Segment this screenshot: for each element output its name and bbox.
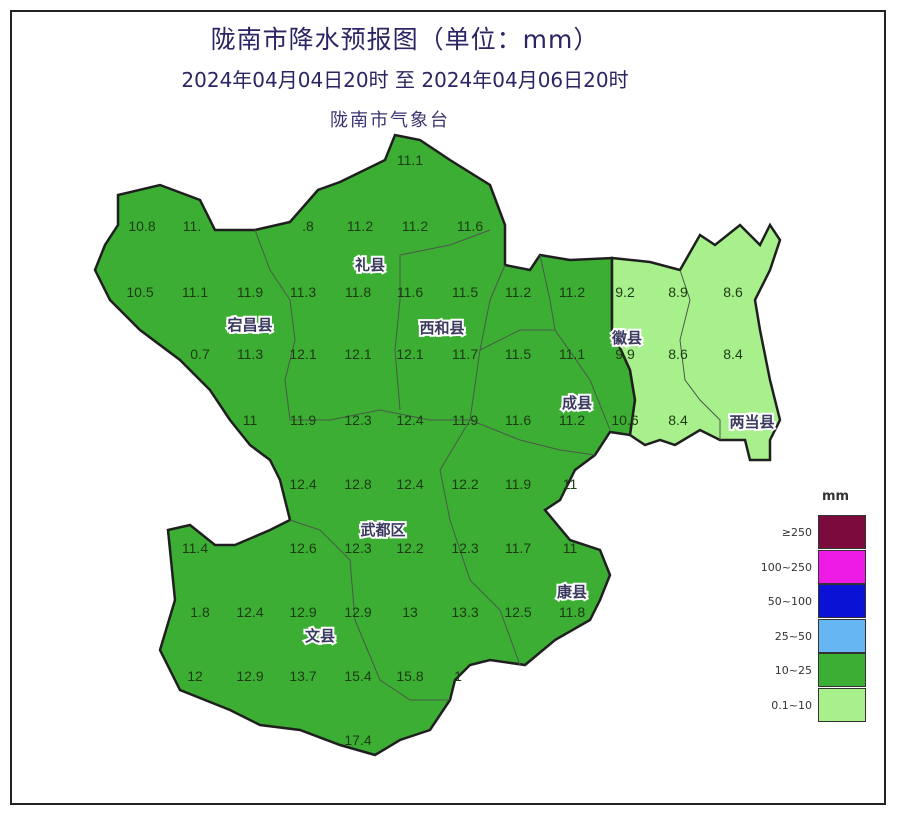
grid-value: 11.2 xyxy=(402,218,428,234)
grid-value: 8.6 xyxy=(723,284,743,300)
grid-value: 12.6 xyxy=(289,540,316,556)
grid-value: 12.5 xyxy=(504,604,531,620)
forecast-period: 2024年04月04日20时 至 2024年04月06日20时 xyxy=(181,68,629,92)
grid-value: 10.6 xyxy=(611,412,638,428)
grid-value: 11.5 xyxy=(505,346,531,362)
grid-value: 12.3 xyxy=(451,540,478,556)
grid-value: 12.8 xyxy=(344,476,371,492)
grid-value: 12 xyxy=(187,668,203,684)
county-label-chengxian: 成县 xyxy=(562,394,592,412)
legend-label: ≥250 xyxy=(781,526,812,539)
legend-swatch xyxy=(818,687,866,722)
county-boundaries xyxy=(254,229,721,701)
region-light-green xyxy=(610,222,782,462)
grid-value: 12.3 xyxy=(344,540,371,556)
map-frame xyxy=(10,10,886,805)
grid-value: 11.2 xyxy=(559,284,585,300)
grid-value: 12.4 xyxy=(236,604,263,620)
legend-label: 25~50 xyxy=(774,629,812,643)
grid-value: 12.4 xyxy=(289,476,316,492)
page-title: 陇南市降水预报图（单位：mm） xyxy=(210,25,600,54)
grid-value: 11.5 xyxy=(452,284,478,300)
grid-value: 12.4 xyxy=(396,476,423,492)
grid-value: 13 xyxy=(402,604,418,620)
grid-value: 12.9 xyxy=(236,668,263,684)
legend-unit: mm xyxy=(822,489,850,504)
grid-value: 11 xyxy=(243,412,258,428)
grid-value: 11.9 xyxy=(290,412,316,428)
grid-value: 13.7 xyxy=(289,668,316,684)
grid-value: 11.9 xyxy=(505,476,531,492)
grid-value: 10.5 xyxy=(126,284,153,300)
grid-value: 11.2 xyxy=(505,284,531,300)
grid-value: 11.7 xyxy=(505,540,531,556)
grid-value: 11 xyxy=(563,540,578,556)
legend-label: 50~100 xyxy=(767,595,812,608)
grid-value: 12.2 xyxy=(396,540,423,556)
grid-value: 11.9 xyxy=(237,284,263,300)
legend-swatch xyxy=(818,515,866,549)
county-label-lixian: 礼县 xyxy=(355,256,385,274)
legend-label: 100~250 xyxy=(760,560,812,574)
grid-value: 12.1 xyxy=(289,346,316,362)
agency-name: 陇南市气象台 xyxy=(330,110,450,131)
grid-value: 12.1 xyxy=(344,346,371,362)
county-label-huixian: 徽县 xyxy=(611,329,642,347)
county-label-kangxian: 康县 xyxy=(557,583,587,601)
grid-value: 11.3 xyxy=(237,346,263,362)
grid-value: 11.1 xyxy=(182,284,208,300)
grid-value: 11.7 xyxy=(452,346,478,362)
grid-value: 11.1 xyxy=(397,152,423,168)
grid-value: 8.6 xyxy=(668,346,688,362)
grid-value: 12.9 xyxy=(289,604,316,620)
legend-label: 10~25 xyxy=(774,664,812,677)
grid-value: 12.9 xyxy=(344,604,371,620)
grid-value: 11.9 xyxy=(452,412,478,428)
grid-value: 13.3 xyxy=(451,604,478,620)
grid-value: .8 xyxy=(302,218,314,234)
grid-value: 11 xyxy=(563,476,578,492)
grid-value: 11.6 xyxy=(505,412,531,428)
legend-label: 0.1~10 xyxy=(771,698,812,712)
grid-value: 11.6 xyxy=(457,218,483,234)
grid-value: 8.4 xyxy=(723,346,743,362)
legend-swatch xyxy=(818,584,866,618)
county-label-xihe: 西和县 xyxy=(419,319,464,337)
grid-value: 1 xyxy=(454,668,462,684)
grid-value: 11.4 xyxy=(182,540,208,556)
grid-value: 1.8 xyxy=(190,604,210,620)
grid-value: 11.6 xyxy=(397,284,423,300)
grid-value: 9.2 xyxy=(615,284,635,300)
county-label-wudu: 武都区 xyxy=(360,521,405,539)
grid-value: 12.1 xyxy=(396,346,423,362)
grid-value: 8.4 xyxy=(668,412,688,428)
grid-value: 12.4 xyxy=(396,412,423,428)
region-dark-green xyxy=(93,133,637,757)
grid-value: 9.9 xyxy=(615,346,635,362)
legend-swatch xyxy=(818,653,866,687)
grid-value: 15.4 xyxy=(344,668,371,684)
grid-value: 11.8 xyxy=(559,604,585,620)
county-label-dangchang: 宕昌县 xyxy=(227,316,272,334)
grid-value: 10.8 xyxy=(128,218,155,234)
grid-value: 11.2 xyxy=(347,218,373,234)
county-labels: 礼县 宕昌县 西和县 徽县 成县 两当县 武都区 康县 文县 xyxy=(225,254,776,647)
grid-value: 11.3 xyxy=(290,284,316,300)
grid-value: 12.3 xyxy=(344,412,371,428)
county-label-wenxian: 文县 xyxy=(305,627,335,645)
grid-value: 0.7 xyxy=(190,346,210,362)
grid-value: 15.8 xyxy=(396,668,423,684)
grid-value: 11.8 xyxy=(345,284,371,300)
grid-value: 12.2 xyxy=(451,476,478,492)
county-label-liangdang: 两当县 xyxy=(729,413,774,431)
legend-swatch xyxy=(818,549,866,584)
grid-value: 8.9 xyxy=(668,284,688,300)
grid-value: 11. xyxy=(183,218,201,234)
grid-value: 17.4 xyxy=(344,732,371,748)
grid-value: 11.1 xyxy=(559,346,585,362)
grid-values: 11.110.8 11. .8 11.2 11.2 11.610.5 11.1 11.9 11.… xyxy=(126,152,743,748)
legend-swatch xyxy=(818,618,866,653)
grid-value: 11.2 xyxy=(559,412,585,428)
